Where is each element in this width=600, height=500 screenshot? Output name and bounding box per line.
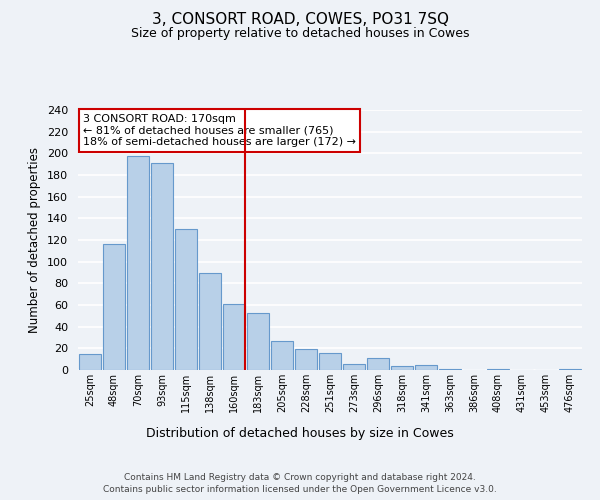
Text: Contains HM Land Registry data © Crown copyright and database right 2024.: Contains HM Land Registry data © Crown c…	[124, 472, 476, 482]
Bar	[391, 366, 413, 370]
Text: 3 CONSORT ROAD: 170sqm
← 81% of detached houses are smaller (765)
18% of semi-de: 3 CONSORT ROAD: 170sqm ← 81% of detached…	[83, 114, 356, 147]
Text: Contains public sector information licensed under the Open Government Licence v3: Contains public sector information licen…	[103, 485, 497, 494]
Text: Distribution of detached houses by size in Cowes: Distribution of detached houses by size …	[146, 428, 454, 440]
Bar	[295, 350, 317, 370]
Bar	[247, 312, 269, 370]
Y-axis label: Number of detached properties: Number of detached properties	[28, 147, 41, 333]
Bar	[319, 352, 341, 370]
Bar	[79, 354, 101, 370]
Bar	[487, 369, 509, 370]
Bar	[439, 369, 461, 370]
Text: Size of property relative to detached houses in Cowes: Size of property relative to detached ho…	[131, 28, 469, 40]
Bar	[343, 364, 365, 370]
Bar	[271, 341, 293, 370]
Bar	[151, 163, 173, 370]
Bar	[367, 358, 389, 370]
Bar	[415, 364, 437, 370]
Bar	[559, 369, 581, 370]
Bar	[223, 304, 245, 370]
Text: 3, CONSORT ROAD, COWES, PO31 7SQ: 3, CONSORT ROAD, COWES, PO31 7SQ	[151, 12, 449, 28]
Bar	[103, 244, 125, 370]
Bar	[127, 156, 149, 370]
Bar	[175, 229, 197, 370]
Bar	[199, 272, 221, 370]
